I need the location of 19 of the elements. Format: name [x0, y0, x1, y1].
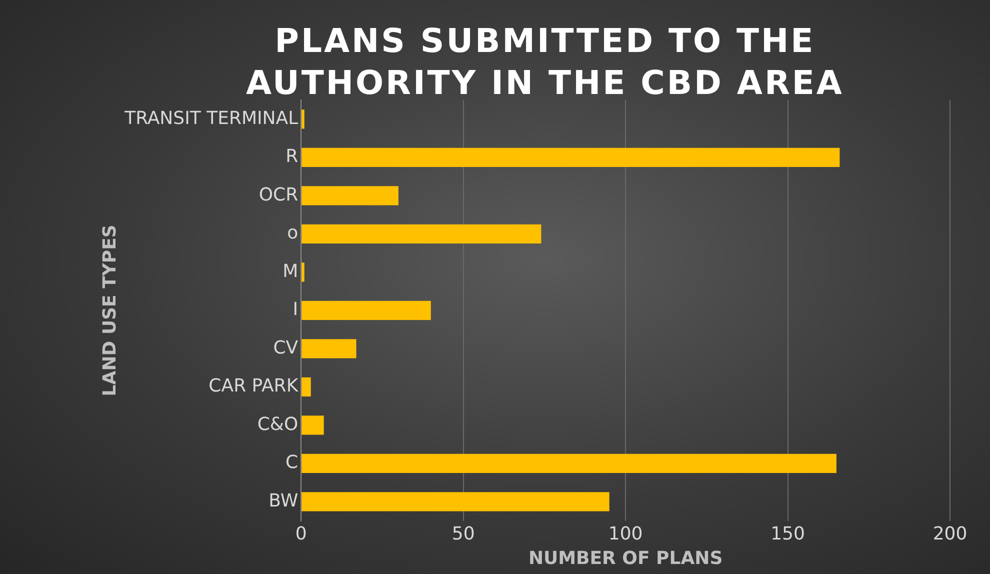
- y-tick-label: C: [286, 452, 298, 474]
- y-tick-label: C&O: [257, 414, 298, 435]
- x-tick-label: 100: [608, 523, 643, 544]
- y-tick-label: R: [286, 146, 298, 168]
- y-tick-label: o: [287, 222, 298, 244]
- x-tick-label: 150: [770, 523, 805, 544]
- y-tick-label: CV: [273, 337, 299, 358]
- y-tick-label: OCR: [258, 184, 298, 206]
- y-tick-label: TRANSIT TERMINAL: [124, 108, 298, 129]
- y-tick-label: M: [282, 260, 298, 282]
- y-tick-label: I: [292, 299, 298, 320]
- x-tick-label: 200: [932, 523, 968, 544]
- chart-title: PLANS SUBMITTED TO THE AUTHORITY IN THE CBD AREA: [245, 20, 845, 104]
- x-tick-label: 50: [452, 523, 475, 544]
- y-tick-label: CAR PARK: [208, 376, 300, 397]
- y-tick-label: BW: [268, 490, 298, 512]
- x-tick-label: 0: [295, 523, 307, 544]
- y-axis-title: LAND USE TYPES: [99, 224, 120, 396]
- x-axis-title: NUMBER OF PLANS: [528, 548, 723, 569]
